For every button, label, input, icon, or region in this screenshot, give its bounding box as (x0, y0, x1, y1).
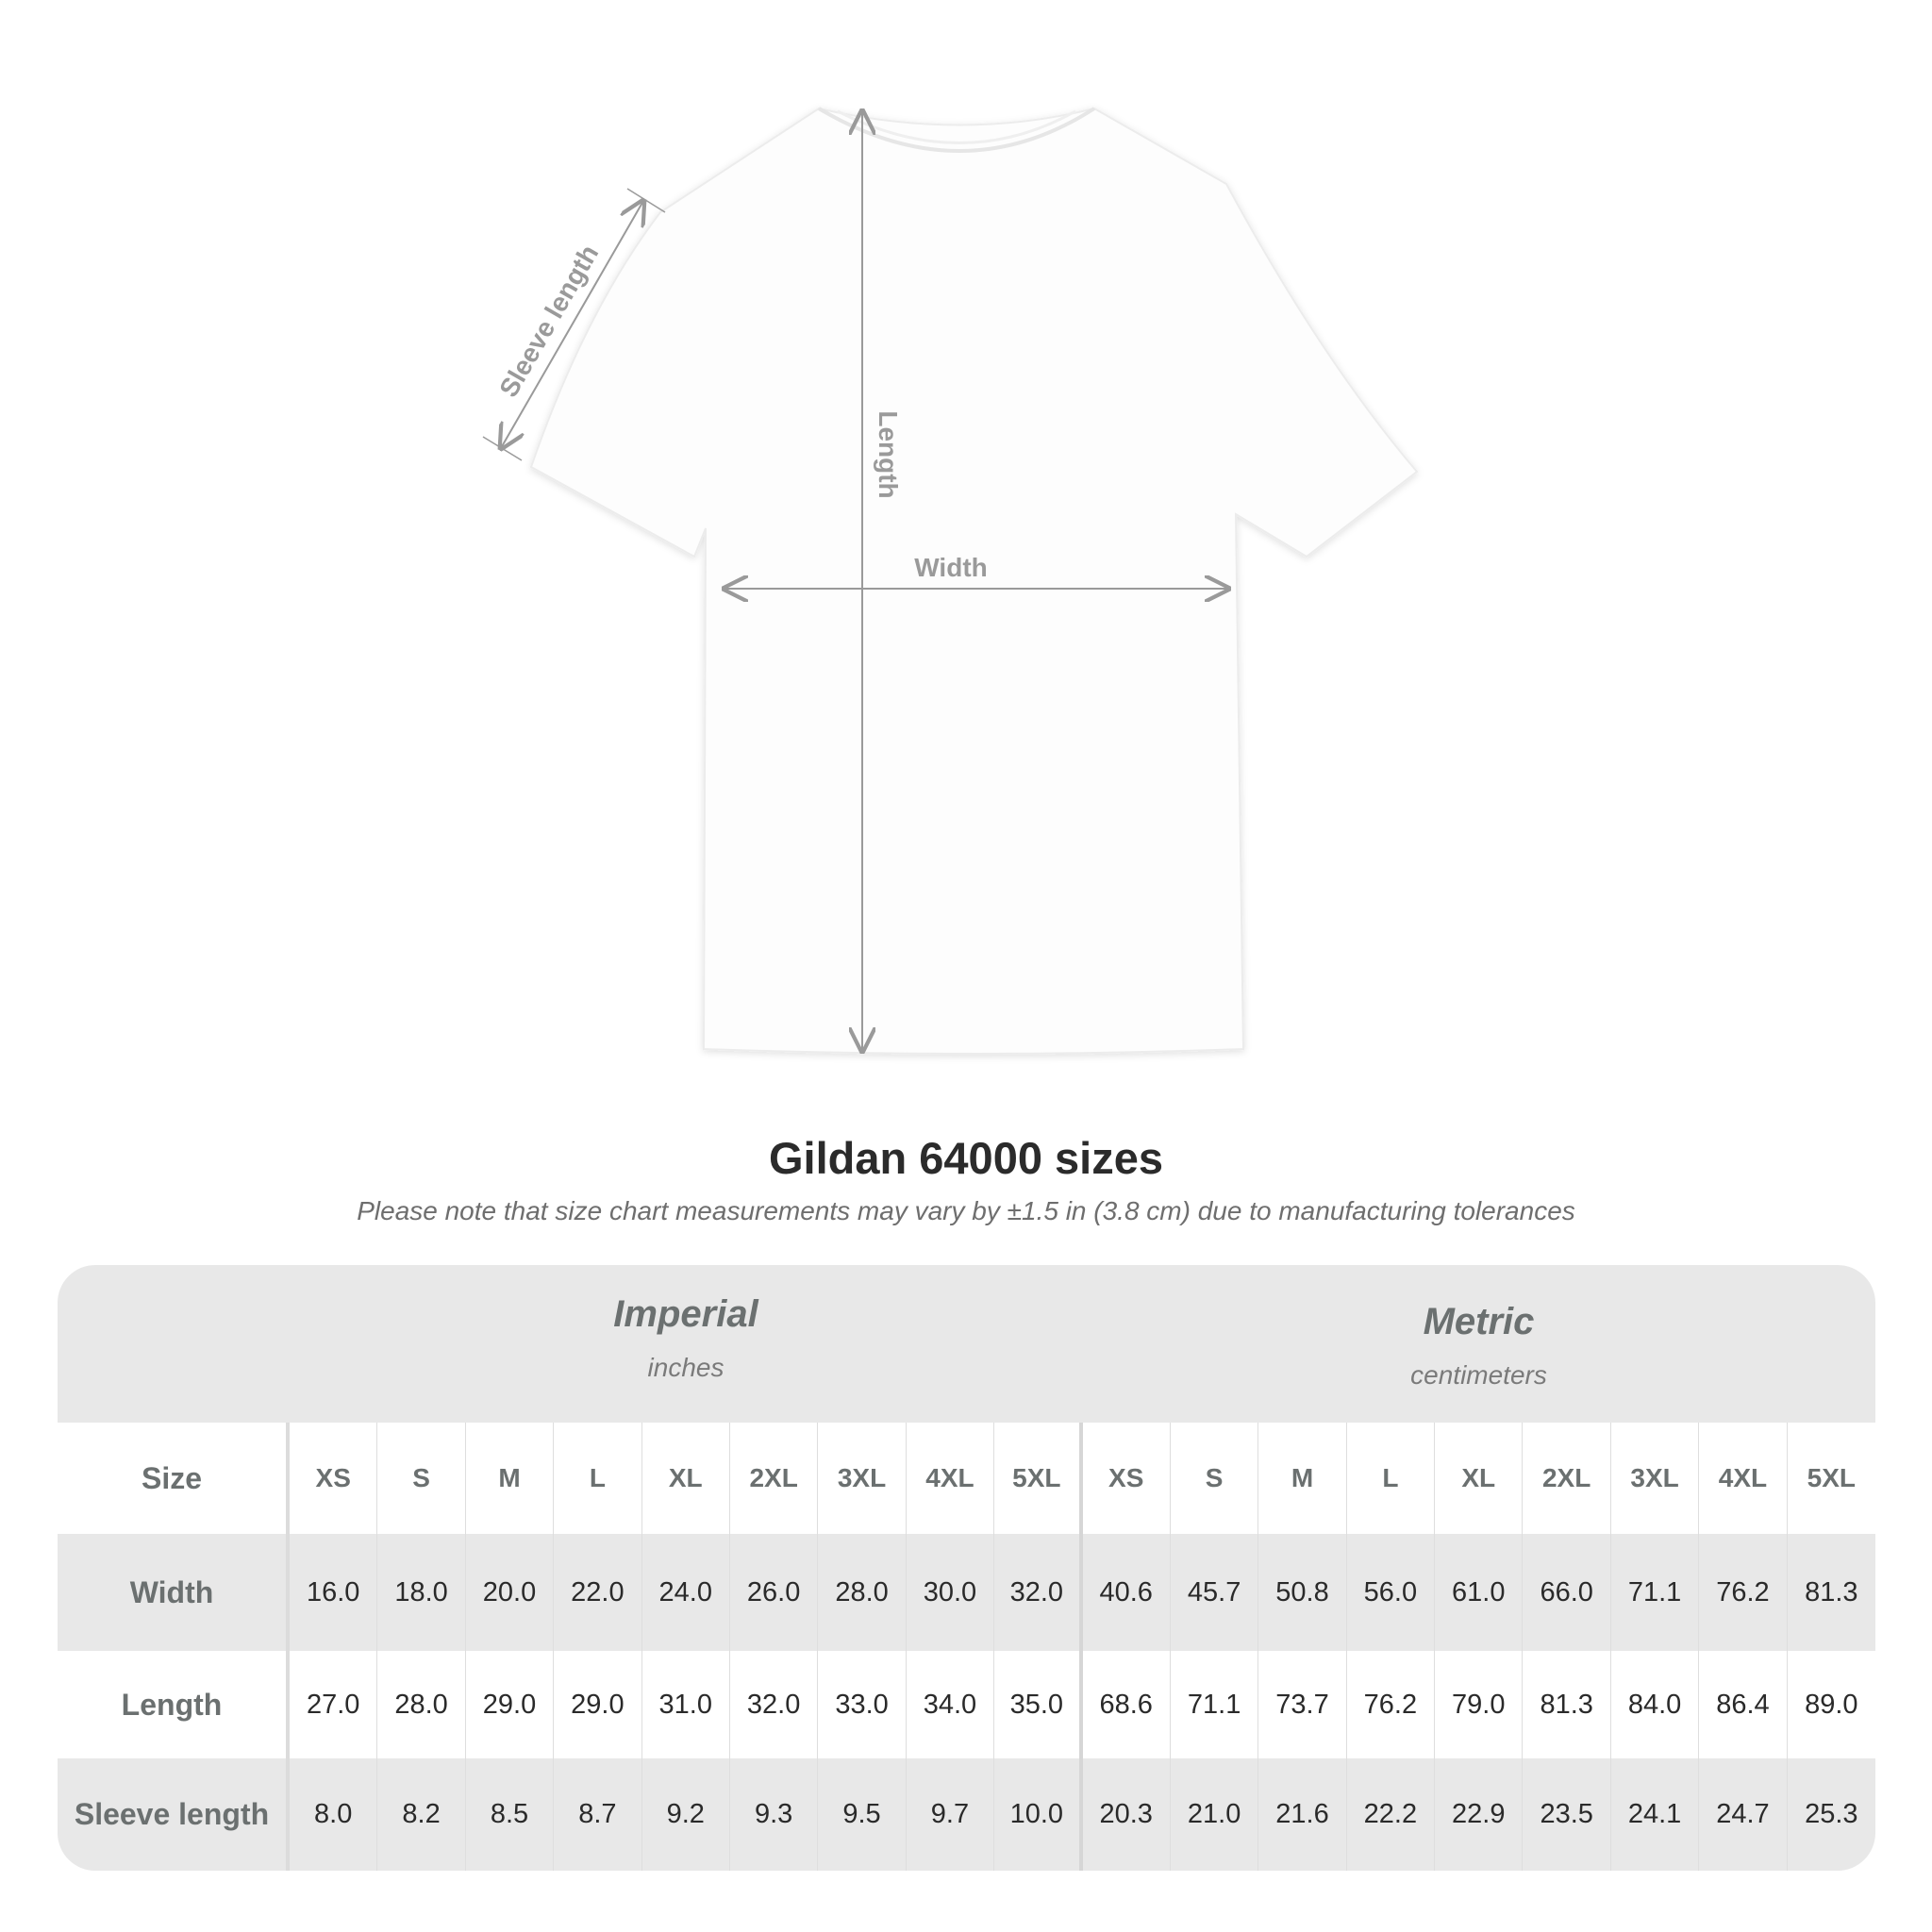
size-metric-xl: XL (1435, 1423, 1524, 1534)
value-cell: 89.0 (1805, 1689, 1858, 1720)
size-metric-s: S (1171, 1423, 1259, 1534)
size-imperial-3xl: 3XL (818, 1423, 907, 1534)
value-cell: 79.0 (1435, 1651, 1524, 1758)
table-row: Width 16.0 18.0 20.0 22.0 24.0 26.0 28.0 30.0 32.… (58, 1534, 1875, 1651)
value-cell: 9.2 (642, 1758, 730, 1871)
value-cell: 25.3 (1805, 1799, 1858, 1829)
value-cell: 73.7 (1258, 1651, 1347, 1758)
tolerance-note: Please note that size chart measurements… (357, 1196, 1575, 1225)
size-metric-3xl: 3XL (1611, 1423, 1700, 1534)
value-cell: 18.0 (377, 1534, 466, 1651)
value-cell: 8.5 (466, 1758, 555, 1871)
value-cell: 8.7 (554, 1758, 642, 1871)
value-cell: 56.0 (1347, 1534, 1436, 1651)
page-title: Gildan 64000 sizes (768, 1133, 1164, 1183)
value-cell: 71.1 (1611, 1534, 1700, 1651)
value-cell: 76.2 (1699, 1534, 1788, 1651)
row-label: Width (58, 1534, 290, 1651)
metric-title: Metric (1423, 1301, 1535, 1342)
value-cell: 33.0 (818, 1651, 907, 1758)
length-label: Length (874, 410, 903, 498)
value-cell: 20.0 (466, 1534, 555, 1651)
value-cell: 21.6 (1258, 1758, 1347, 1871)
value-cell: 34.0 (907, 1651, 995, 1758)
table-header: Imperial inches Metric centimeters (58, 1265, 1875, 1423)
value-cell: 9.7 (907, 1758, 995, 1871)
value-cell: 86.4 (1699, 1651, 1788, 1758)
value-cell: 23.5 (1523, 1758, 1611, 1871)
value-cell: 84.0 (1611, 1651, 1700, 1758)
imperial-unit: inches (647, 1353, 724, 1382)
value-cell: 28.0 (818, 1534, 907, 1651)
width-label: Width (914, 553, 988, 582)
value-cell: 8.0 (290, 1758, 378, 1871)
size-imperial-5xl: 5XL (994, 1423, 1083, 1534)
imperial-group: Imperial inches (290, 1293, 1082, 1383)
size-metric-4xl: 4XL (1699, 1423, 1788, 1534)
value-cell: 71.1 (1171, 1651, 1259, 1758)
value-cell: 22.2 (1347, 1758, 1436, 1871)
value-cell: 29.0 (466, 1651, 555, 1758)
value-cell: 45.7 (1171, 1534, 1259, 1651)
value-cell: 40.6 (1083, 1534, 1171, 1651)
size-table: Imperial inches Metric centimeters Size X… (58, 1265, 1875, 1871)
row-label: Size (58, 1423, 290, 1534)
value-cell: 81.3 (1523, 1651, 1611, 1758)
table-row: Sleeve length 8.0 8.2 8.5 8.7 9.2 9.3 9.5 9.7 10.… (58, 1758, 1875, 1871)
size-imperial-xl: XL (642, 1423, 730, 1534)
imperial-title: Imperial (613, 1293, 758, 1335)
value-cell: 27.0 (290, 1651, 378, 1758)
tshirt-diagram: Sleeve length Length Width (482, 107, 1419, 1055)
size-imperial-2xl: 2XL (730, 1423, 819, 1534)
row-label: Length (58, 1651, 290, 1758)
metric-group: Metric centimeters (1082, 1301, 1875, 1391)
value-cell: 50.8 (1258, 1534, 1347, 1651)
size-metric-5xl: 5XL (1807, 1463, 1857, 1492)
size-header-row: Size XS S M L XL 2XL 3XL 4XL 5XL XS S M L XL 2XL 3XL 4XL 5… (58, 1423, 1875, 1534)
table-row: Length 27.0 28.0 29.0 29.0 31.0 32.0 33.0 34.0 35… (58, 1651, 1875, 1758)
value-cell: 31.0 (642, 1651, 730, 1758)
value-cell: 66.0 (1523, 1534, 1611, 1651)
value-cell: 20.3 (1083, 1758, 1171, 1871)
value-cell: 32.0 (994, 1534, 1083, 1651)
value-cell: 24.0 (642, 1534, 730, 1651)
size-imperial-xs: XS (290, 1423, 378, 1534)
value-cell: 10.0 (994, 1758, 1083, 1871)
value-cell: 9.3 (730, 1758, 819, 1871)
size-imperial-4xl: 4XL (907, 1423, 995, 1534)
value-cell: 24.7 (1699, 1758, 1788, 1871)
value-cell: 22.9 (1435, 1758, 1524, 1871)
size-metric-2xl: 2XL (1523, 1423, 1611, 1534)
size-imperial-m: M (466, 1423, 555, 1534)
value-cell: 26.0 (730, 1534, 819, 1651)
value-cell: 81.3 (1805, 1576, 1858, 1607)
value-cell: 21.0 (1171, 1758, 1259, 1871)
value-cell: 24.1 (1611, 1758, 1700, 1871)
value-cell: 8.2 (377, 1758, 466, 1871)
value-cell: 32.0 (730, 1651, 819, 1758)
value-cell: 9.5 (818, 1758, 907, 1871)
value-cell: 76.2 (1347, 1651, 1436, 1758)
size-metric-m: M (1258, 1423, 1347, 1534)
metric-unit: centimeters (1410, 1360, 1547, 1390)
sleeve-arrow (501, 201, 643, 448)
value-cell: 68.6 (1083, 1651, 1171, 1758)
value-cell: 28.0 (377, 1651, 466, 1758)
value-cell: 35.0 (994, 1651, 1083, 1758)
value-cell: 22.0 (554, 1534, 642, 1651)
size-imperial-s: S (377, 1423, 466, 1534)
size-metric-xs: XS (1083, 1423, 1171, 1534)
value-cell: 30.0 (907, 1534, 995, 1651)
size-metric-l: L (1347, 1423, 1436, 1534)
value-cell: 61.0 (1435, 1534, 1524, 1651)
row-label: Sleeve length (58, 1758, 290, 1871)
value-cell: 16.0 (290, 1534, 378, 1651)
size-imperial-l: L (554, 1423, 642, 1534)
value-cell: 29.0 (554, 1651, 642, 1758)
